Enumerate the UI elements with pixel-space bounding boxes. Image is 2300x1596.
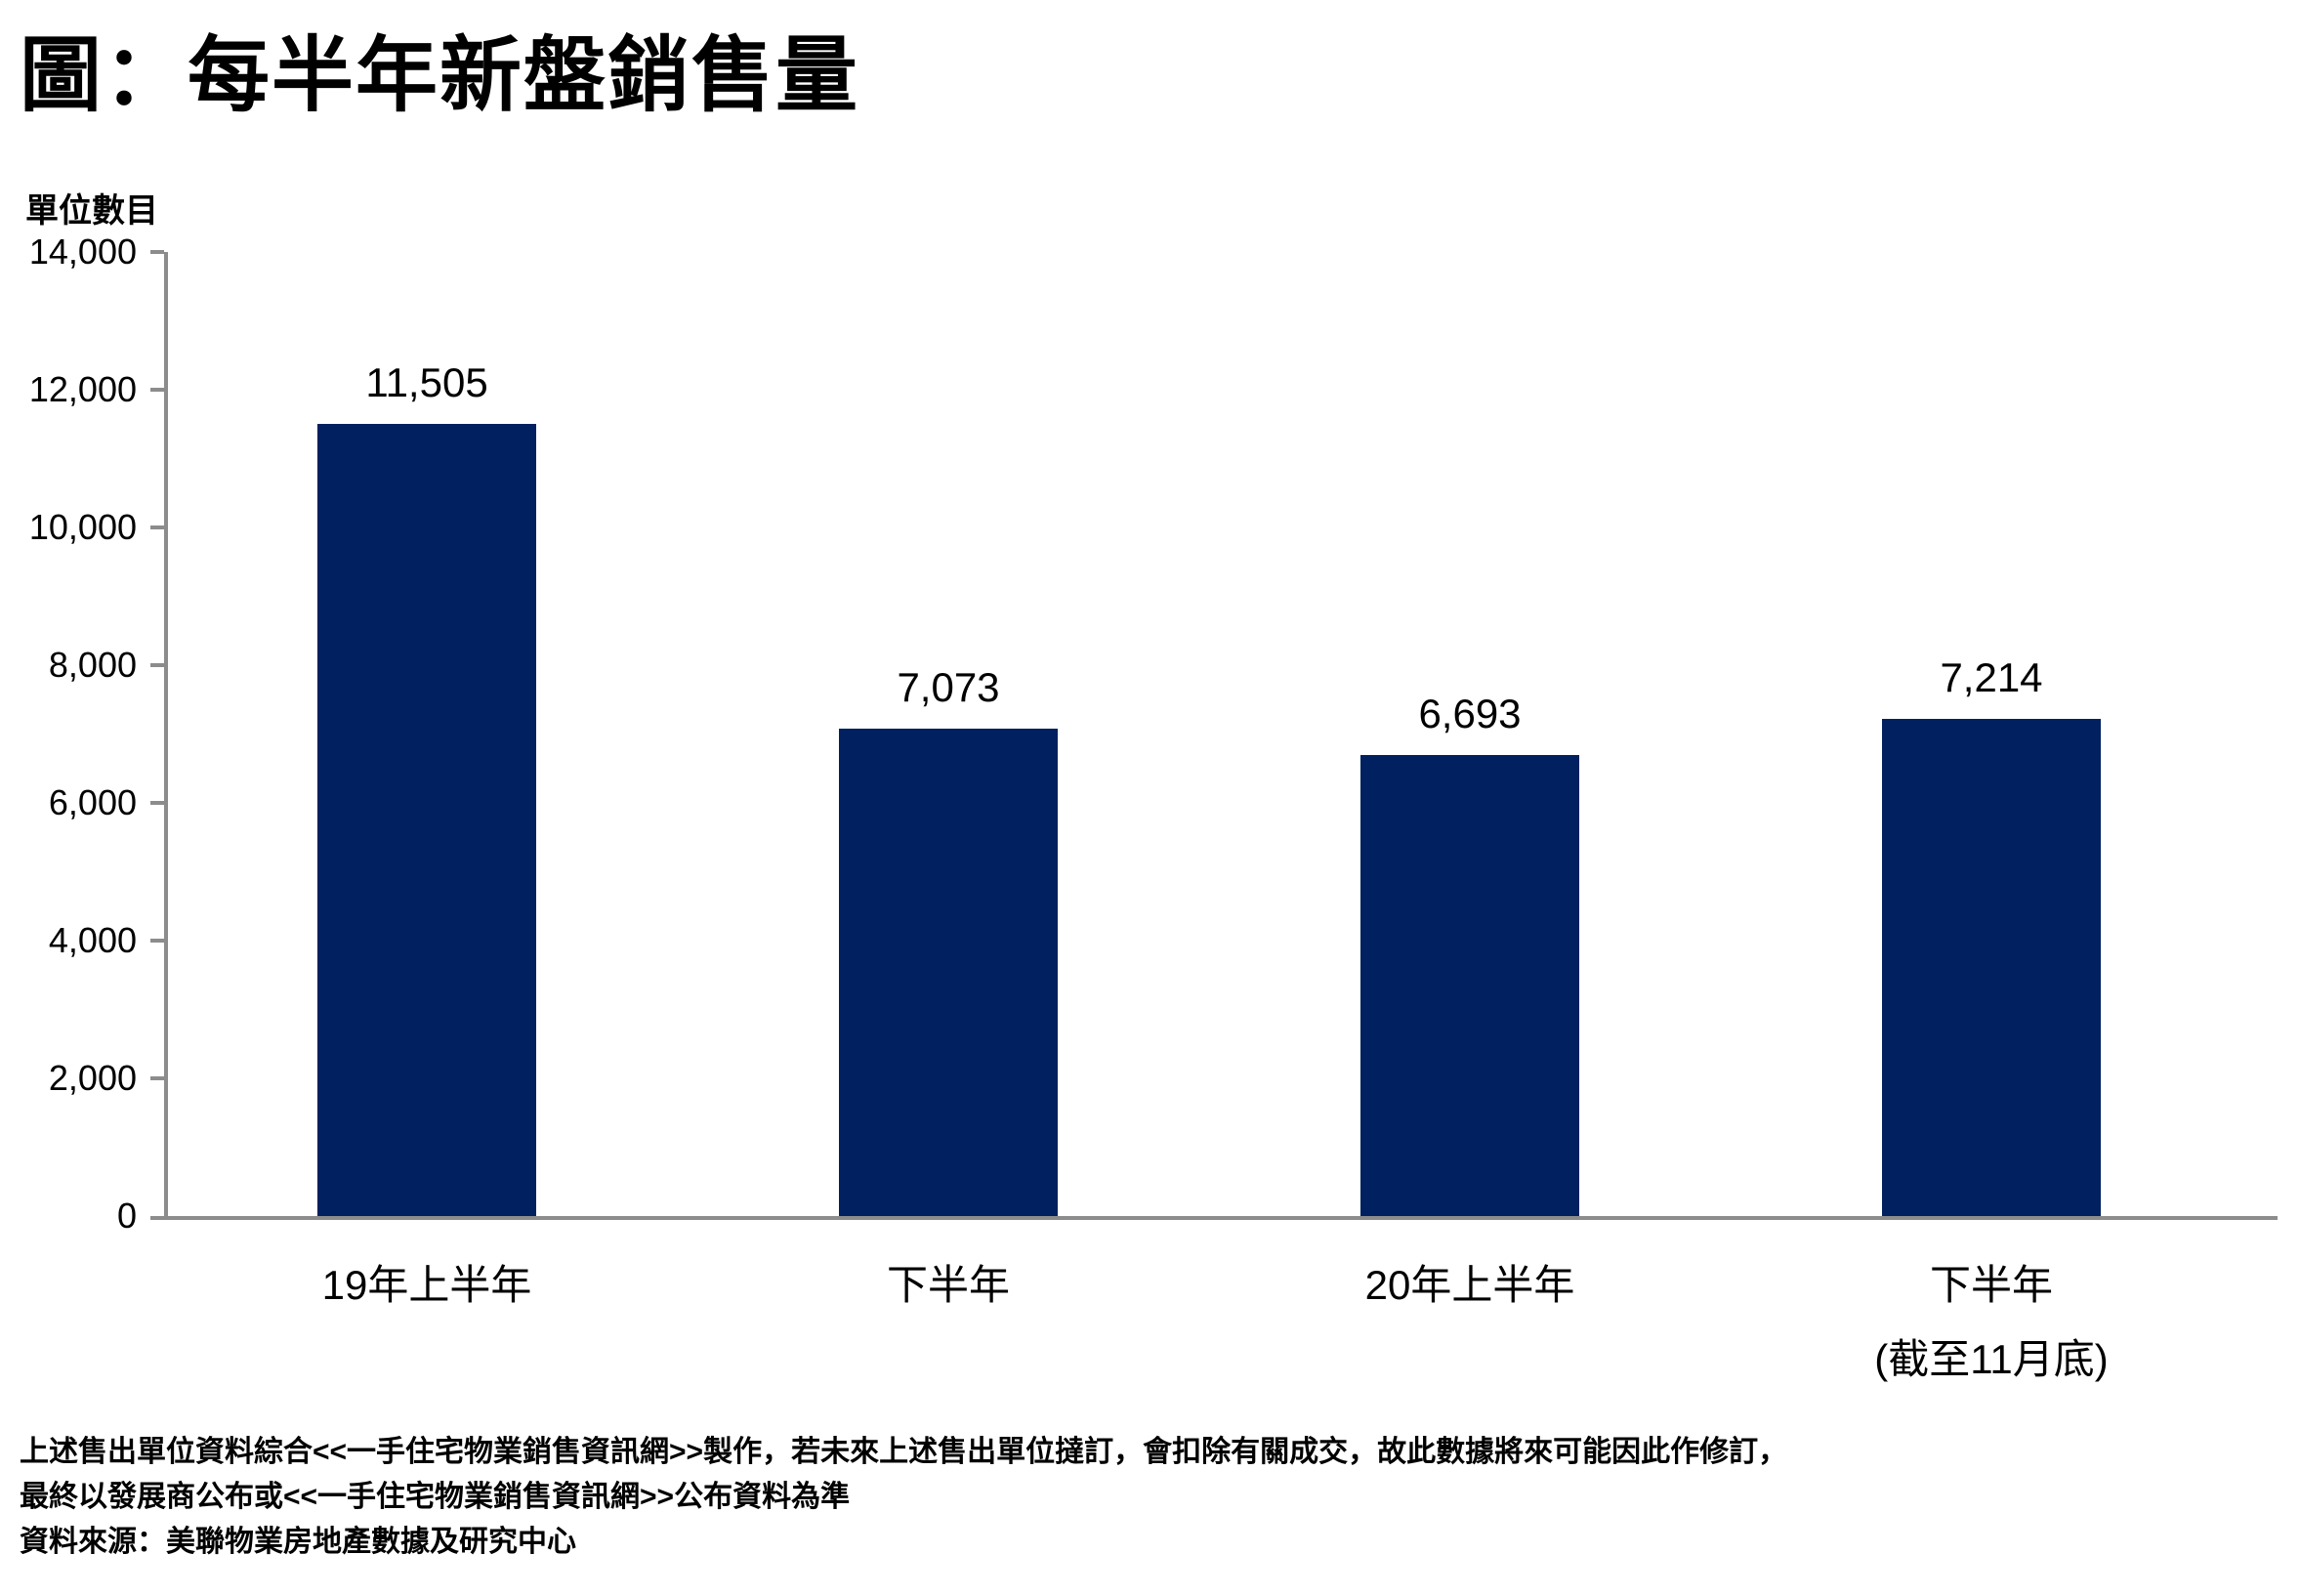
bar-3 [1360, 755, 1579, 1216]
chart-title: 圖：每半年新盤銷售量 [20, 29, 860, 121]
y-tick-label: 4,000 [48, 920, 137, 960]
y-tick-mark [150, 939, 164, 943]
x-category-sublabel: (截至11月底) [1874, 1336, 2109, 1382]
x-category-label: 19年上半年 [321, 1262, 532, 1308]
bar-2 [839, 729, 1058, 1216]
bar-value-label: 11,505 [365, 359, 488, 405]
bar-value-label: 6,693 [1418, 691, 1522, 736]
y-tick-label: 14,000 [28, 231, 137, 272]
y-tick-label: 10,000 [28, 507, 137, 547]
y-tick-label: 8,000 [48, 645, 137, 685]
y-tick-label: 6,000 [48, 782, 137, 822]
y-axis-label: 單位數目 [25, 192, 158, 230]
y-tick-mark [150, 250, 164, 254]
y-tick-mark [150, 525, 164, 529]
x-category-label: 下半年 [886, 1262, 1010, 1308]
bar-value-label: 7,214 [1940, 654, 2043, 700]
x-category-label: 下半年 [1929, 1262, 2053, 1308]
bar-value-label: 7,073 [897, 664, 1000, 710]
y-tick-mark [150, 388, 164, 392]
y-tick-mark [150, 663, 164, 667]
bar-4 [1882, 719, 2101, 1216]
y-axis-line [164, 252, 168, 1216]
bar-1 [317, 424, 536, 1216]
footnote-line-1: 上述售出單位資料綜合<<一手住宅物業銷售資訊網>>製作，若未來上述售出單位撻訂，… [20, 1436, 1788, 1468]
y-tick-label: 12,000 [28, 369, 137, 409]
x-axis-line [150, 1216, 2278, 1220]
footnote: 上述售出單位資料綜合<<一手住宅物業銷售資訊網>>製作，若未來上述售出單位撻訂，… [20, 1430, 1787, 1565]
y-tick-label: 0 [116, 1196, 137, 1236]
y-tick-mark [150, 801, 164, 805]
footnote-line-2: 最終以發展商公布或<<一手住宅物業銷售資訊網>>公布資料為準 [20, 1481, 851, 1513]
y-tick-label: 2,000 [48, 1058, 137, 1098]
x-category-label: 20年上半年 [1364, 1262, 1575, 1308]
y-tick-mark [150, 1076, 164, 1080]
footnote-line-3: 資料來源：美聯物業房地產數據及研究中心 [20, 1526, 576, 1558]
